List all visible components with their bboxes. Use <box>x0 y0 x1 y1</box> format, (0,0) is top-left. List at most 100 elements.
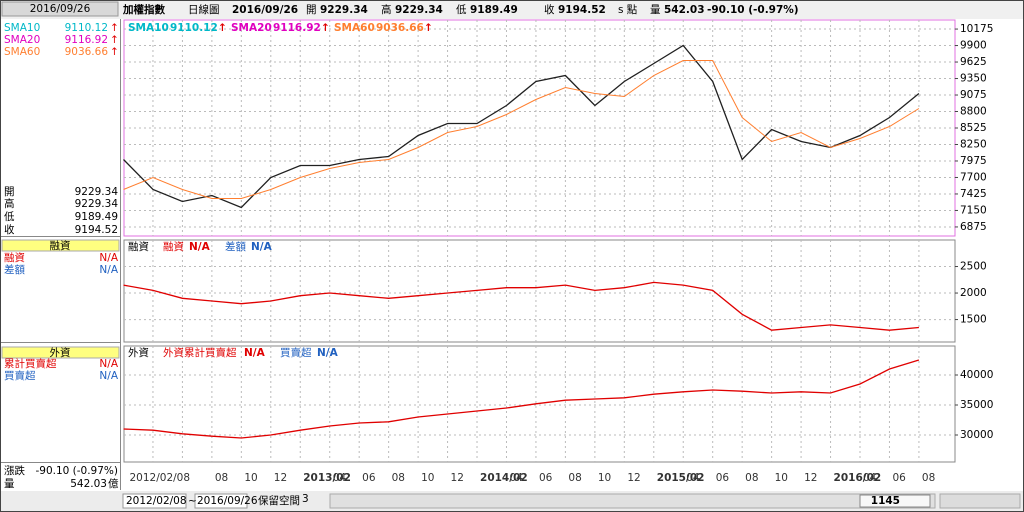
sma-value: 9116.92 <box>273 22 321 34</box>
x-tick-label: 12 <box>804 472 817 484</box>
open: 9229.34 <box>75 186 119 198</box>
side-value: N/A <box>99 370 118 382</box>
separator: ~ <box>188 495 197 507</box>
close: 9194.52 <box>75 224 118 236</box>
scrollbar[interactable] <box>329 493 936 509</box>
y-tick-label: 6875 <box>960 221 987 233</box>
plot-area <box>123 239 956 343</box>
series-line <box>123 359 920 439</box>
trend-arrow: ↑ <box>110 22 119 34</box>
legend-name: 融資 <box>163 241 184 253</box>
x-tick-label: 2012/02/08 <box>130 472 191 484</box>
start-field[interactable] <box>122 493 187 509</box>
reserve: 3 <box>302 493 309 505</box>
close-label: 收 <box>544 3 555 16</box>
side-label: 融資 <box>4 252 25 264</box>
trend-arrow: ↑ <box>424 22 433 34</box>
high-label: 高 <box>4 197 15 210</box>
volume-label: 量 <box>650 4 661 16</box>
volume: 542.03 <box>664 4 705 16</box>
volume-label: 量 <box>4 478 15 490</box>
volume-unit: 億 <box>108 477 119 490</box>
y-tick-label: 30000 <box>960 429 993 441</box>
section-band <box>1 346 120 359</box>
sma-value: 9116.92 <box>65 34 108 46</box>
end-field[interactable] <box>194 493 248 509</box>
unit: s 點 <box>618 3 638 16</box>
high-label: 高 <box>381 3 392 16</box>
legend-value: N/A <box>189 241 211 253</box>
side-value: N/A <box>99 252 118 264</box>
open-label: 開 <box>306 4 317 16</box>
volume: 542.03 <box>70 478 107 490</box>
sma-value: 9110.12 <box>65 22 108 34</box>
side-label: 累計買賣超 <box>4 357 57 370</box>
x-tick-label: 06 <box>892 472 906 484</box>
y-tick-label: 2000 <box>960 287 987 299</box>
y-tick-label: 8800 <box>960 106 987 118</box>
x-tick-label: 10 <box>775 472 788 484</box>
x-tick-label: 2015/02 <box>657 472 705 484</box>
sma-name: SMA60 <box>4 46 40 58</box>
open: 9229.34 <box>320 4 368 16</box>
y-tick-label: 9350 <box>960 73 987 85</box>
trend-arrow: ↑ <box>218 22 227 34</box>
x-tick-label: 12 <box>451 472 464 484</box>
x-tick-label: 12 <box>274 472 287 484</box>
y-tick-label: 10175 <box>960 23 993 35</box>
x-tick-label: 12 <box>627 472 640 484</box>
low-label: 低 <box>4 210 15 223</box>
scroll-thumb[interactable] <box>859 494 931 508</box>
sma-name: SMA10 <box>4 22 40 34</box>
x-tick-label: 04 <box>686 472 700 484</box>
tool-buttons[interactable] <box>939 493 1021 509</box>
legend-name: 買賣超 <box>280 346 312 359</box>
y-tick-label: 9900 <box>960 40 987 52</box>
y-tick-label: 9625 <box>960 56 987 68</box>
x-tick-label: 04 <box>333 472 347 484</box>
x-tick-label: 10 <box>244 472 257 484</box>
y-tick-label: 7425 <box>960 188 987 200</box>
y-tick-label: 1500 <box>960 314 987 326</box>
start-date: 2012/02/08 <box>126 495 187 507</box>
series-line <box>123 44 920 209</box>
end-date: 2016/09/26 <box>197 495 258 507</box>
x-tick-label: 08 <box>392 472 405 484</box>
x-tick-label: 08 <box>568 472 581 484</box>
sma-value: 9036.66 <box>376 22 424 34</box>
y-tick-label: 40000 <box>960 369 993 381</box>
panel-title: 融資 <box>128 241 149 253</box>
period: 日線圖 <box>188 3 220 16</box>
section-title: 融資 <box>50 240 71 252</box>
x-tick-label: 10 <box>421 472 434 484</box>
side-label: 差額 <box>4 263 25 276</box>
x-tick-label: 08 <box>745 472 758 484</box>
trend-arrow: ↑ <box>321 22 330 34</box>
low: 9189.49 <box>470 4 518 16</box>
section-band <box>1 239 120 252</box>
side-value: N/A <box>99 358 118 370</box>
sma-name: SMA10 <box>128 22 169 34</box>
reserve-label: 保留空間 <box>258 494 300 507</box>
x-tick-label: 08 <box>922 472 935 484</box>
close-label: 收 <box>4 223 15 236</box>
series-line <box>123 60 920 199</box>
sma-name: SMA60 <box>334 22 375 34</box>
panel-title: 外資 <box>128 347 149 359</box>
legend-name: 差額 <box>225 240 246 253</box>
x-tick-label: 08 <box>215 472 228 484</box>
section-title: 外資 <box>50 347 71 359</box>
y-tick-label: 2500 <box>960 261 987 273</box>
y-tick-label: 8250 <box>960 138 987 150</box>
x-tick-label: 06 <box>539 472 553 484</box>
sma-value: 9036.66 <box>65 46 109 58</box>
low: 9189.49 <box>75 211 118 223</box>
x-tick-label: 2013/02 <box>303 472 351 484</box>
side-value: N/A <box>99 264 118 276</box>
legend-value: N/A <box>244 347 266 359</box>
y-tick-label: 9075 <box>960 89 987 101</box>
change-label: 漲跌 <box>4 464 25 477</box>
change: -90.10 (-0.97%) <box>35 465 118 477</box>
